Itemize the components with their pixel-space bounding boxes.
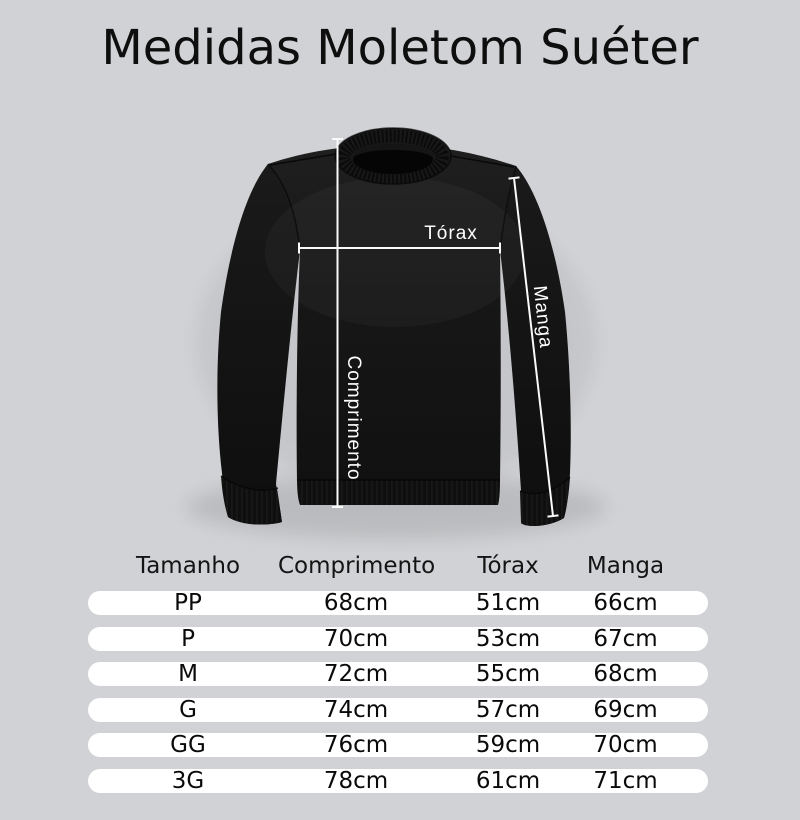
page-title: Medidas Moletom Suéter xyxy=(101,20,699,76)
cell-manga: 71cm xyxy=(593,767,658,794)
measurement-overlay: Tórax Comprimento Manga xyxy=(298,138,559,518)
cell-torax: 55cm xyxy=(475,661,541,687)
cell-comprimento: 68cm xyxy=(323,590,389,616)
chest-measure-line xyxy=(298,242,501,254)
cell-torax: 53cm xyxy=(475,625,541,652)
cell-comprimento: 72cm xyxy=(323,661,389,687)
cell-size: PP xyxy=(174,590,202,616)
cell-torax: 59cm xyxy=(475,732,541,758)
cell-torax: 51cm xyxy=(475,590,541,616)
cell-torax: 57cm xyxy=(475,696,541,723)
cell-size: P xyxy=(181,625,195,652)
table-row-3g: 3G 78cm 61cm 71cm xyxy=(88,767,708,794)
cell-manga: 70cm xyxy=(593,732,658,758)
table-row-m: M 72cm 55cm 68cm xyxy=(88,662,708,686)
body-panel xyxy=(267,145,517,505)
sleeve-measure-line xyxy=(508,176,559,518)
cell-comprimento: 76cm xyxy=(323,732,389,758)
col-header-torax: Tórax xyxy=(477,553,539,579)
left-sleeve xyxy=(217,164,300,525)
size-table: Tamanho Comprimento Tórax Manga PP 68cm … xyxy=(88,546,708,804)
col-header-manga: Manga xyxy=(586,553,665,579)
col-header-comprimento: Comprimento xyxy=(278,553,436,579)
sweatshirt-illustration: Tórax Comprimento Manga xyxy=(186,127,606,539)
cell-comprimento: 78cm xyxy=(323,767,389,794)
length-label: Comprimento xyxy=(343,355,364,480)
cell-torax: 61cm xyxy=(475,767,541,794)
cell-size: GG xyxy=(170,732,206,758)
cell-manga: 66cm xyxy=(593,590,658,616)
sweatshirt-measurement-diagram: Tórax Comprimento Manga xyxy=(150,112,650,552)
cell-comprimento: 74cm xyxy=(323,696,389,723)
cell-size: 3G xyxy=(171,767,205,794)
cell-manga: 69cm xyxy=(593,696,658,723)
length-measure-line xyxy=(332,138,343,508)
table-row-pp: PP 68cm 51cm 66cm xyxy=(88,591,708,615)
size-table-header: Tamanho Comprimento Tórax Manga xyxy=(88,546,708,586)
cell-manga: 67cm xyxy=(593,625,658,652)
cell-size: M xyxy=(178,661,198,687)
col-header-tamanho: Tamanho xyxy=(135,553,241,579)
table-row-gg: GG 76cm 59cm 70cm xyxy=(88,733,708,757)
cell-size: G xyxy=(179,696,197,723)
cell-comprimento: 70cm xyxy=(323,625,389,652)
cell-manga: 68cm xyxy=(593,661,658,687)
table-row-p: P 70cm 53cm 67cm xyxy=(88,625,708,652)
table-row-g: G 74cm 57cm 69cm xyxy=(88,696,708,723)
right-sleeve xyxy=(500,166,571,526)
collar xyxy=(334,127,452,185)
chest-label: Tórax xyxy=(424,223,478,244)
